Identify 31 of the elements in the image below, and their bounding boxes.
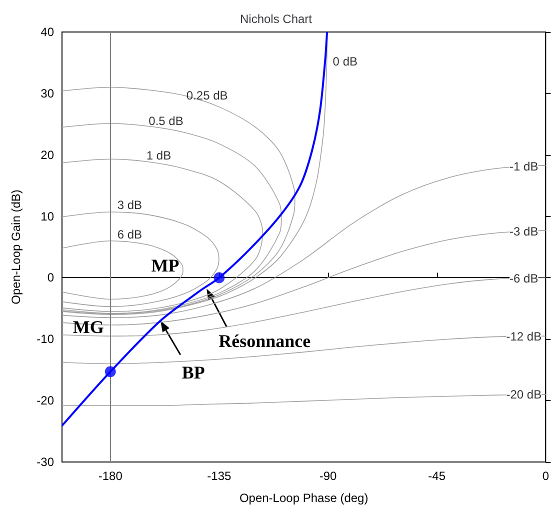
annotation: 0 dB (332, 54, 358, 68)
annotation: 3 dB (117, 198, 142, 212)
annotation: 6 dB (117, 228, 142, 242)
annotation: -3 dB (510, 224, 538, 239)
y-tick-label: 30 (40, 86, 54, 100)
y-tick-label: 0 (47, 270, 54, 285)
y-tick-label: -10 (36, 332, 54, 346)
y-tick-label: -30 (36, 455, 54, 469)
y-tick-label: -20 (36, 394, 54, 408)
annotation: -20 dB (506, 388, 542, 402)
annotation: MP (151, 256, 180, 276)
annotation: BP (182, 362, 205, 383)
y-tick-label: 40 (40, 25, 54, 39)
annotation: 0.5 dB (148, 114, 184, 128)
annotation: Résonnance (218, 330, 311, 351)
annotation: -6 dB (510, 271, 538, 286)
annotation: 0.25 dB (186, 88, 228, 102)
y-tick-label: 10 (40, 209, 54, 224)
x-tick-label: -180 (98, 469, 123, 483)
chart-title: Nichols Chart (240, 12, 313, 26)
annotation: -12 dB (506, 329, 542, 344)
y-axis-title: Open-Loop Gain (dB) (9, 190, 23, 304)
annotation: MG (72, 316, 104, 337)
annotation: 1 dB (146, 148, 172, 162)
x-tick-label: 0 (542, 469, 550, 483)
x-tick-label: -90 (319, 469, 338, 483)
annotation: -1 dB (510, 160, 538, 174)
x-tick-label: -135 (207, 469, 232, 483)
x-axis-title: Open-Loop Phase (deg) (239, 491, 368, 505)
x-tick-label: -45 (428, 469, 446, 483)
y-tick-label: 20 (40, 148, 54, 162)
